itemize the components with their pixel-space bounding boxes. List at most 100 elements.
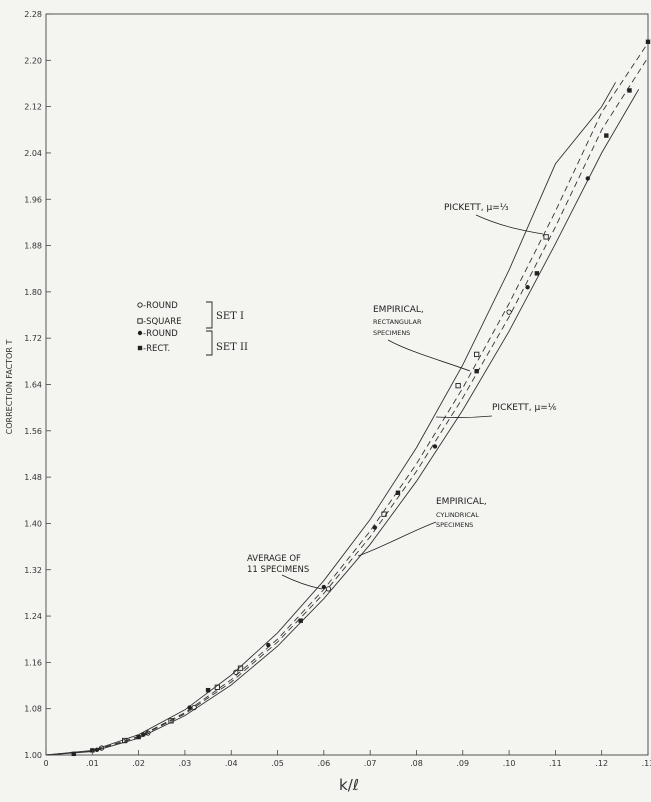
annotations: PICKETT, μ=⅓ EMPIRICAL, RECTANGULAR SPEC… <box>247 203 557 590</box>
bracket-set1 <box>206 301 213 329</box>
annotation-empirical-rect-1: EMPIRICAL, <box>373 305 424 315</box>
point-rect-set2 <box>534 271 540 276</box>
filled-circle-marker <box>137 330 143 336</box>
y-axis-label: CORRECTION FACTOR T <box>5 340 14 435</box>
point-round-set1 <box>325 586 332 592</box>
x-tick-label: .06 <box>317 759 330 768</box>
legend-item-round-set1: -ROUND <box>137 301 178 311</box>
x-tick-label: .05 <box>271 759 284 768</box>
y-tick-label: 1.48 <box>24 473 42 482</box>
curve-empirical-rectangular <box>45 42 649 756</box>
legend-item-round-set2: -ROUND <box>137 329 178 339</box>
y-tick-label: 1.64 <box>24 381 42 390</box>
point-round-set2 <box>187 705 192 710</box>
point-rect-set2 <box>298 618 303 623</box>
x-tick-label: .12 <box>595 759 608 768</box>
y-tick-label: 1.24 <box>24 612 42 621</box>
y-tick-label: 1.88 <box>24 242 42 251</box>
x-tick-label: .09 <box>456 759 469 768</box>
point-square-set1 <box>474 351 480 358</box>
y-tick-label: 1.96 <box>24 195 42 204</box>
bracket-set2 <box>206 330 213 356</box>
point-rect-set2 <box>71 751 76 757</box>
curve-empirical-cylindrical <box>45 57 649 756</box>
x-tick-label: .08 <box>410 759 423 768</box>
legend-label: -ROUND <box>143 301 178 311</box>
x-tick-label: .10 <box>503 759 516 768</box>
legend: -ROUND -SQUARE -ROUND -RECT. SET I SET I… <box>137 301 248 356</box>
open-square-marker <box>137 318 143 324</box>
y-tick-label: 2.28 <box>24 10 42 19</box>
point-round-set1 <box>191 704 197 711</box>
point-round-set2 <box>94 747 100 752</box>
plot-frame <box>45 13 649 756</box>
point-round-set1 <box>506 309 512 315</box>
x-tick-label: .07 <box>364 759 377 768</box>
point-round-set2 <box>585 176 590 181</box>
y-tick-label: 1.16 <box>24 658 42 667</box>
point-square-set1 <box>543 234 549 240</box>
annotation-average-2: 11 SPECIMENS <box>247 565 309 575</box>
y-tick-label: 1.56 <box>24 427 42 436</box>
y-tick-label: 1.00 <box>24 751 42 760</box>
point-round-set2 <box>525 285 530 290</box>
data-points <box>71 39 651 757</box>
y-tick-label: 1.80 <box>24 288 42 297</box>
point-rect-set2 <box>205 687 211 693</box>
curve-pickett-sixth <box>45 89 640 756</box>
point-round-set2 <box>432 444 438 449</box>
x-tick-label: .02 <box>132 759 145 768</box>
group-label-set2: SET II <box>216 342 248 353</box>
plot-border <box>45 13 649 756</box>
point-round-set2 <box>141 732 146 737</box>
open-circle-marker <box>137 302 143 308</box>
x-tick-label: .03 <box>179 759 192 768</box>
y-tick-label: 2.12 <box>24 103 42 112</box>
point-square-set1 <box>122 737 128 744</box>
annotation-average-1: AVERAGE OF <box>247 554 301 564</box>
x-tick-label: .01 <box>86 759 99 768</box>
x-tick-label: .13 <box>642 759 651 768</box>
x-tick-label: .04 <box>225 759 238 768</box>
annotation-empirical-rect-3: SPECIMENS <box>373 329 410 337</box>
y-tick-label: 2.04 <box>24 149 42 158</box>
y-tick-label: 1.32 <box>24 566 42 575</box>
curves <box>45 42 649 756</box>
point-round-set1 <box>145 730 151 736</box>
leader-empirical-rect <box>387 339 471 372</box>
x-axis-label: k/ℓ <box>339 776 359 794</box>
point-square-set1 <box>237 665 244 671</box>
point-round-set2 <box>372 525 377 530</box>
point-rect-set2 <box>474 368 479 374</box>
annotation-pickett-third: PICKETT, μ=⅓ <box>444 203 509 213</box>
point-round-set2 <box>266 642 271 648</box>
x-axis-ticks: 0 .01 .02 .03 .04 .05 .06 .07 .08 .09 .10 .11 .12 .13 <box>43 750 651 768</box>
point-square-set1 <box>214 684 220 690</box>
point-rect-set2 <box>395 490 401 495</box>
point-square-set1 <box>168 718 174 724</box>
legend-item-square-set1: -SQUARE <box>137 317 181 327</box>
x-tick-label: 0 <box>43 759 48 768</box>
annotation-empirical-cyl-3: SPECIMENS <box>436 521 473 529</box>
point-square-set1 <box>455 383 461 389</box>
point-rect-set2 <box>136 734 141 740</box>
curve-pickett-third <box>45 82 616 756</box>
legend-label: -SQUARE <box>143 317 181 327</box>
legend-label: -RECT. <box>143 344 170 354</box>
point-square-set1 <box>381 511 387 517</box>
leader-pickett-third <box>475 214 544 235</box>
y-axis-ticks: 1.00 1.08 1.16 1.24 1.32 1.40 1.48 1.56 1.64 1.72… <box>24 10 51 760</box>
annotation-empirical-cyl-2: CYLINDRICAL <box>436 511 479 519</box>
point-round-set2 <box>321 584 327 590</box>
y-tick-label: 1.08 <box>24 705 42 714</box>
x-tick-label: .11 <box>549 759 562 768</box>
point-rect-set2 <box>627 88 632 93</box>
point-rect-set2 <box>645 39 651 44</box>
leader-average <box>281 574 323 590</box>
legend-label: -ROUND <box>143 329 178 339</box>
leader-pickett-sixth <box>435 415 493 419</box>
leader-empirical-cyl <box>357 521 437 557</box>
annotation-empirical-cyl-1: EMPIRICAL, <box>436 497 487 507</box>
point-round-set1 <box>98 745 105 751</box>
